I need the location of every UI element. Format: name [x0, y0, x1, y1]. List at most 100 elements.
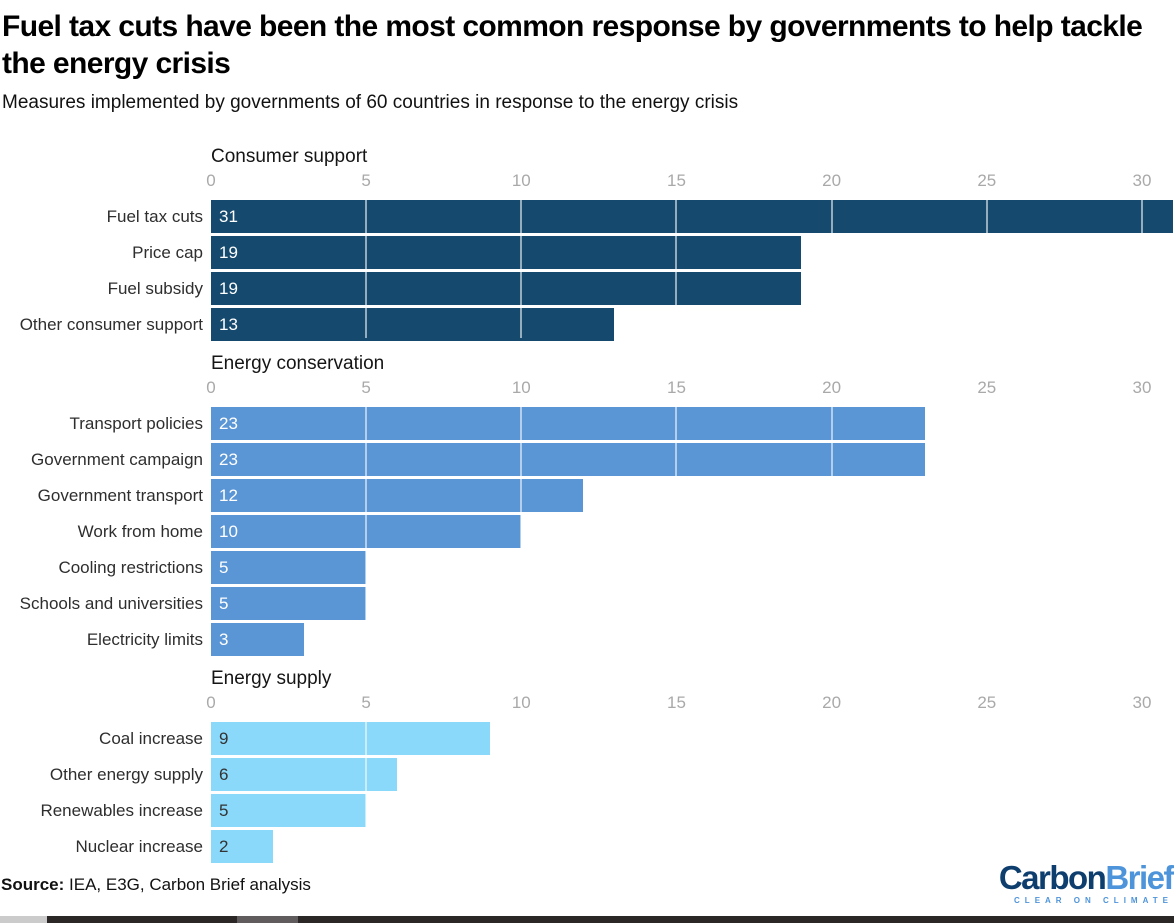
bar: 23 — [211, 443, 925, 476]
bar-track: 23 — [211, 407, 1173, 440]
bar-row-electricity-limits: Electricity limits 3 — [0, 623, 1174, 656]
logo-tagline: CLEAR ON CLIMATE — [1014, 896, 1173, 905]
value-label: 5 — [219, 800, 229, 820]
carbonbrief-logo[interactable]: CarbonBrief CLEAR ON CLIMATE — [998, 859, 1174, 906]
page-subtitle: Measures implemented by governments of 6… — [2, 92, 739, 113]
page-title: Fuel tax cuts have been the most common … — [0, 0, 1174, 82]
axis-tick-label: 10 — [511, 378, 531, 397]
x-axis: 0 5 10 15 20 25 30 — [206, 377, 1173, 399]
source-line: Source: IEA, E3G, Carbon Brief analysis — [1, 875, 1174, 895]
axis-tick-label: 20 — [822, 693, 842, 712]
section-energy-supply: Energy supply 0 5 10 15 20 25 30 Coal increase 9 O… — [0, 668, 1174, 863]
value-label: 19 — [219, 242, 238, 262]
value-label: 3 — [219, 629, 229, 649]
axis-tick-label: 15 — [667, 693, 686, 712]
value-label: 31 — [219, 206, 238, 226]
value-label: 10 — [219, 521, 238, 541]
bar: 2 — [211, 830, 274, 863]
bottom-bar-segment — [237, 916, 298, 923]
bar-track: 12 — [211, 479, 1173, 512]
axis-tick-label: 0 — [206, 693, 216, 712]
bar: 13 — [211, 308, 615, 341]
category-label: Fuel subsidy — [107, 279, 203, 298]
value-label: 9 — [219, 728, 229, 748]
axis-tick-label: 20 — [822, 378, 842, 397]
bar: 12 — [211, 479, 584, 512]
bar-row-fuel-tax-cuts: Fuel tax cuts 31 — [0, 200, 1174, 233]
logo-word-carbon: Carbon — [998, 859, 1107, 896]
axis-tick-label: 0 — [206, 171, 216, 190]
category-label: Government campaign — [31, 450, 203, 469]
category-label: Schools and universities — [19, 594, 203, 613]
category-label: Cooling restrictions — [58, 558, 203, 577]
axis-tick-label: 25 — [977, 378, 997, 397]
bar-row-coal-increase: Coal increase 9 — [0, 722, 1174, 755]
axis-tick-label: 15 — [667, 378, 686, 397]
category-label: Price cap — [132, 243, 203, 262]
bar-row-nuclear-increase: Nuclear increase 2 — [0, 830, 1174, 863]
value-label: 5 — [219, 557, 229, 577]
value-label: 19 — [219, 278, 238, 298]
bar-row-other-consumer-support: Other consumer support 13 — [0, 308, 1174, 341]
section-energy-conservation: Energy conservation 0 5 10 15 20 25 30 Transport… — [0, 353, 1174, 656]
category-label: Other energy supply — [49, 765, 203, 784]
bar-row-cooling-restrictions: Cooling restrictions 5 — [0, 551, 1174, 584]
axis-tick-label: 10 — [511, 693, 531, 712]
x-axis: 0 5 10 15 20 25 30 — [206, 692, 1173, 714]
bar: 9 — [211, 722, 491, 755]
axis-tick-label: 5 — [361, 171, 371, 190]
value-label: 5 — [219, 593, 229, 613]
bar-track: 10 — [211, 515, 1173, 548]
axis-tick-label: 30 — [1132, 378, 1152, 397]
bar-track: 19 — [211, 272, 1173, 305]
carbonbrief-logo-text: CarbonBrief — [998, 859, 1174, 896]
bar: 3 — [211, 623, 305, 656]
bar-row-schools-and-universities: Schools and universities 5 — [0, 587, 1174, 620]
axis-tick-label: 15 — [667, 171, 686, 190]
bar-track: 5 — [211, 587, 1173, 620]
grouped-bar-chart: Consumer support 0 5 10 15 20 25 30 Fuel tax cut… — [0, 146, 1174, 863]
category-label: Renewables increase — [40, 801, 203, 820]
category-label: Work from home — [77, 522, 203, 541]
bar-row-other-energy-supply: Other energy supply 6 — [0, 758, 1174, 791]
source-text: IEA, E3G, Carbon Brief analysis — [64, 875, 311, 894]
bar-track: 5 — [211, 551, 1173, 584]
bar-track: 19 — [211, 236, 1173, 269]
bar-track: 13 — [211, 308, 1173, 341]
x-axis: 0 5 10 15 20 25 30 — [206, 170, 1173, 192]
bar-row-government-campaign: Government campaign 23 — [0, 443, 1174, 476]
axis-tick-label: 30 — [1132, 693, 1152, 712]
bar-track: 2 — [211, 830, 1173, 863]
bar-row-work-from-home: Work from home 10 — [0, 515, 1174, 548]
axis-tick-label: 25 — [977, 693, 997, 712]
category-label: Coal increase — [99, 729, 203, 748]
bottom-progress-bar — [0, 916, 1174, 923]
value-label: 12 — [219, 485, 238, 505]
value-label: 23 — [219, 413, 238, 433]
bar-track: 31 — [211, 200, 1173, 233]
bar-rows: Coal increase 9 Other energy supply 6 Renewa… — [0, 722, 1174, 863]
logo-word-brief: Brief — [1105, 859, 1174, 896]
axis-tick-label: 25 — [977, 171, 997, 190]
section-header-energy-conservation: Energy conservation — [211, 353, 385, 374]
axis-tick-label: 0 — [206, 378, 216, 397]
source-label: Source: — [1, 875, 65, 894]
category-label: Electricity limits — [86, 630, 203, 649]
value-label: 6 — [219, 764, 229, 784]
category-label: Fuel tax cuts — [106, 207, 203, 226]
bar-row-renewables-increase: Renewables increase 5 — [0, 794, 1174, 827]
category-label: Government transport — [37, 486, 203, 505]
axis-tick-label: 30 — [1132, 171, 1152, 190]
page-title-line2: the energy crisis — [2, 47, 231, 80]
section-header-consumer-support: Consumer support — [211, 146, 368, 167]
bar-track: 23 — [211, 443, 1173, 476]
bar: 23 — [211, 407, 925, 440]
bar-row-price-cap: Price cap 19 — [0, 236, 1174, 269]
bar: 5 — [211, 794, 367, 827]
page-title-line1: Fuel tax cuts have been the most common … — [2, 10, 1143, 43]
bar: 6 — [211, 758, 398, 791]
bar: 19 — [211, 272, 801, 305]
bottom-bar-segment — [47, 916, 237, 923]
bar-row-fuel-subsidy: Fuel subsidy 19 — [0, 272, 1174, 305]
